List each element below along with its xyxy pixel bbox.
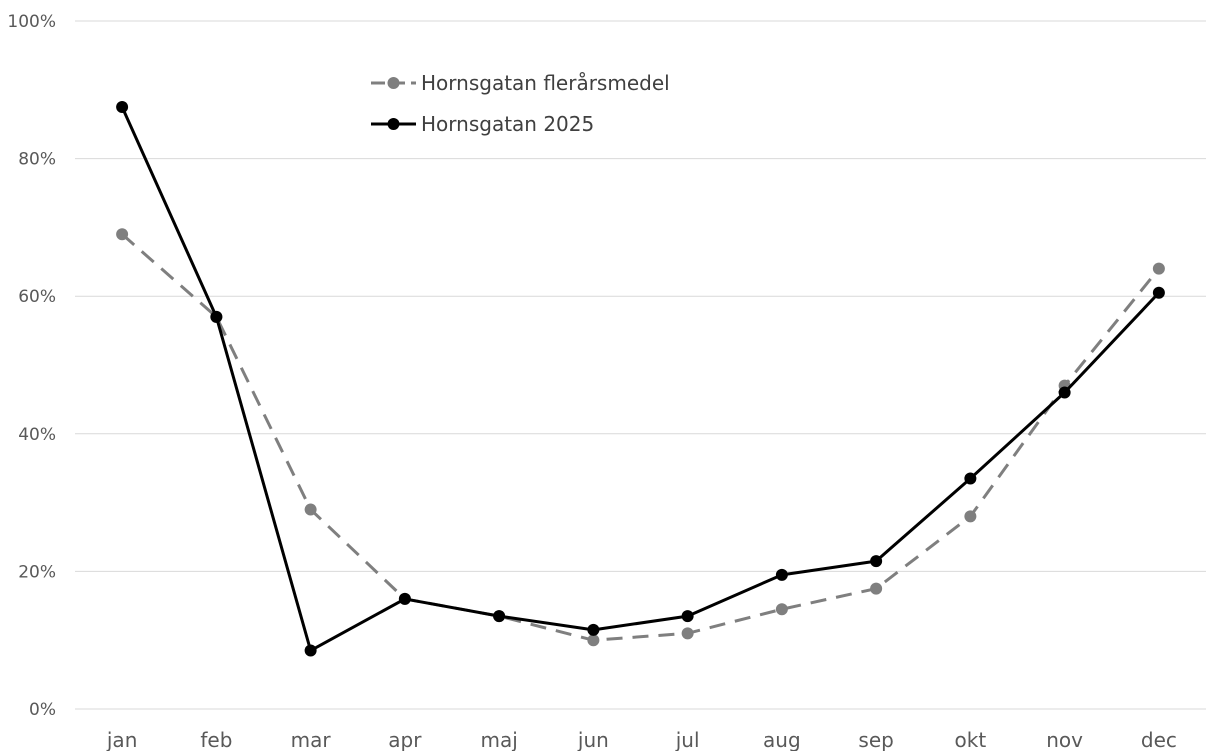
x-category-label: apr	[388, 728, 422, 751]
legend-label: Hornsgatan 2025	[421, 112, 594, 136]
gridlines	[75, 20, 1206, 710]
y-tick-label: 100%	[7, 12, 56, 32]
x-category-label: maj	[480, 728, 517, 751]
x-category-label: jun	[577, 728, 609, 751]
x-category-label: jul	[675, 728, 700, 751]
series-line	[121, 233, 1161, 642]
data-point	[493, 610, 506, 623]
data-point	[775, 568, 788, 581]
legend-label: Hornsgatan flerårsmedel	[421, 71, 670, 95]
data-point	[398, 592, 411, 605]
series-lines	[116, 101, 1165, 657]
data-point	[304, 503, 317, 516]
y-tick-label: 80%	[18, 150, 56, 170]
x-axis-category-labels: jan feb mar apr maj jun jul aug sep okt nov dec	[106, 728, 1177, 751]
y-tick-label: 20%	[18, 562, 56, 582]
data-point	[304, 644, 317, 657]
data-point	[870, 582, 883, 595]
data-point	[964, 472, 977, 485]
x-category-label: feb	[200, 728, 232, 751]
data-point	[681, 627, 694, 640]
data-point	[964, 510, 977, 523]
data-point	[1152, 262, 1165, 275]
x-category-label: dec	[1141, 728, 1177, 751]
x-category-label: mar	[291, 728, 332, 751]
y-tick-label: 40%	[18, 425, 56, 445]
data-point	[587, 634, 600, 647]
legend: Hornsgatan flerårsmedel Hornsgatan 2025	[371, 71, 670, 136]
legend-swatch-marker	[387, 77, 400, 89]
data-point	[1058, 386, 1071, 399]
y-tick-label: 0%	[29, 700, 56, 720]
legend-swatch-marker	[387, 118, 400, 130]
x-category-label: nov	[1046, 728, 1083, 751]
data-point	[116, 228, 129, 241]
data-point	[587, 623, 600, 636]
y-axis-tick-labels: 0% 20% 40% 60% 80% 100%	[7, 12, 56, 720]
series-line	[120, 106, 1160, 653]
x-category-label: jan	[106, 728, 138, 751]
data-point	[775, 603, 788, 616]
x-category-label: aug	[763, 728, 801, 751]
data-point	[681, 610, 694, 623]
data-point	[116, 101, 129, 113]
x-category-label: okt	[955, 728, 987, 751]
y-tick-label: 60%	[18, 287, 56, 307]
data-point	[1152, 286, 1165, 299]
x-category-label: sep	[858, 728, 893, 751]
data-point	[870, 555, 883, 568]
data-point	[210, 310, 223, 323]
